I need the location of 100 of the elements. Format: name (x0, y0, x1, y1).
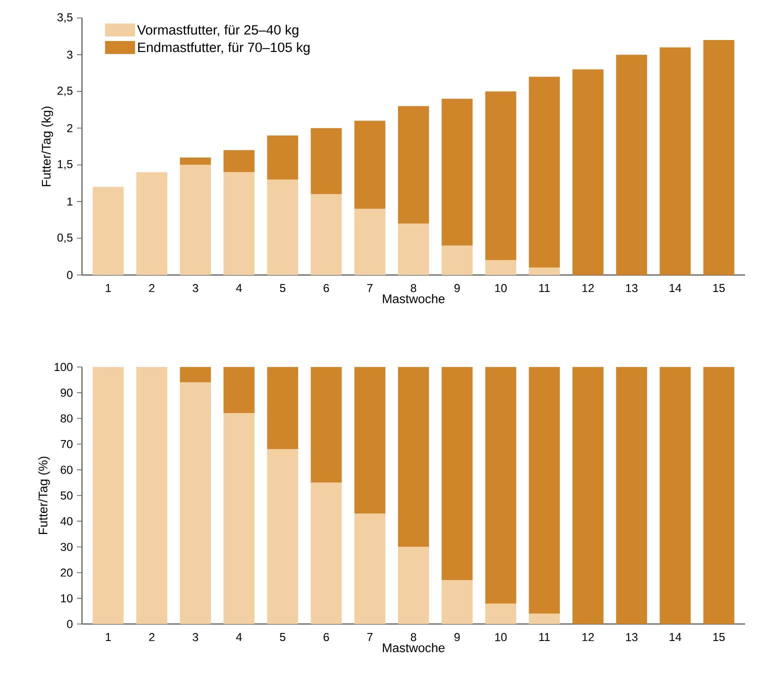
bar (180, 366, 211, 382)
bar (310, 366, 342, 483)
x-tick-label: 4 (236, 284, 242, 292)
y-tick-label: 90 (60, 388, 73, 397)
bar (572, 366, 604, 624)
x-tick-label: 7 (367, 633, 372, 641)
y-tick-label: 20 (60, 568, 73, 577)
bar (180, 164, 211, 275)
bar (354, 208, 386, 275)
x-tick-label: 7 (367, 284, 372, 292)
x-tick-label: 10 (495, 284, 507, 292)
x-tick-label: 13 (626, 284, 638, 292)
y-tick-label: 80 (60, 414, 73, 422)
bar (572, 69, 604, 275)
y-axis-title: Futter/Tag (%) (38, 456, 50, 534)
x-tick-label: 1 (106, 633, 111, 641)
bar (398, 366, 430, 547)
x-tick-label: 15 (713, 284, 725, 292)
bar (442, 366, 473, 580)
bar (485, 91, 516, 260)
bar (528, 268, 560, 275)
bar (224, 150, 255, 172)
legend-label: Vormastfutter, für 25–40 kg (137, 24, 298, 38)
bar (267, 180, 298, 275)
bar (224, 413, 255, 624)
y-tick-label: 3,5 (57, 13, 72, 23)
bar (398, 106, 430, 224)
bar (485, 366, 516, 604)
bar (224, 366, 255, 414)
y-tick-label: 2,5 (58, 86, 72, 96)
x-tick-label: 9 (454, 284, 460, 292)
bar (442, 246, 473, 275)
y-tick-label: 60 (60, 466, 73, 474)
x-tick-label: 12 (582, 284, 594, 292)
x-tick-label: 5 (280, 633, 286, 642)
x-tick-label: 15 (713, 633, 725, 642)
x-tick-label: 14 (670, 633, 682, 641)
bar (267, 366, 298, 450)
bar (703, 366, 734, 624)
bar (442, 580, 473, 624)
bar (180, 158, 211, 165)
x-tick-label: 6 (324, 284, 329, 292)
bar (398, 546, 430, 624)
bar (703, 40, 734, 275)
y-tick-label: 1 (67, 198, 72, 206)
bar (485, 260, 516, 275)
x-tick-label: 8 (410, 284, 416, 292)
x-axis-title: Mastwoche (382, 643, 445, 652)
y-tick-label: 2 (67, 124, 72, 132)
bar (267, 135, 298, 180)
x-tick-label: 12 (582, 633, 594, 642)
bar (528, 76, 560, 268)
x-tick-label: 13 (626, 633, 638, 642)
x-tick-label: 4 (236, 633, 242, 641)
y-tick-label: 100 (54, 362, 73, 372)
x-tick-label: 14 (670, 284, 682, 292)
x-axis-title: Mastwoche (382, 294, 445, 304)
bar (92, 366, 124, 624)
x-tick-label: 11 (539, 284, 550, 292)
bar (136, 172, 168, 275)
bar (660, 366, 691, 624)
y-tick-label: 3 (67, 50, 72, 59)
bar (528, 614, 560, 624)
x-tick-label: 3 (192, 633, 198, 642)
y-tick-label: 0 (67, 620, 73, 628)
y-tick-label: 70 (60, 440, 73, 448)
bar (354, 120, 386, 209)
bar (310, 128, 342, 194)
y-tick-label: 0,5 (57, 234, 72, 244)
bar (398, 224, 430, 275)
y-tick-label: 40 (60, 517, 73, 526)
y-axis-title: Futter/Tag (kg) (41, 106, 54, 186)
x-tick-label: 8 (410, 633, 416, 642)
bar (310, 194, 342, 275)
y-tick-label: 1,5 (58, 160, 72, 170)
bar (485, 603, 516, 624)
x-tick-label: 2 (149, 633, 154, 642)
x-tick-label: 2 (149, 284, 154, 292)
bar (92, 186, 124, 275)
y-tick-label: 30 (60, 542, 73, 551)
bar (136, 366, 168, 624)
x-tick-label: 10 (495, 633, 507, 642)
bar (354, 513, 386, 624)
x-tick-label: 5 (280, 284, 286, 292)
bar (180, 382, 211, 624)
bar (442, 98, 473, 246)
x-tick-label: 6 (324, 633, 329, 642)
y-tick-label: 0 (67, 270, 73, 280)
x-tick-label: 9 (454, 633, 460, 642)
bar (616, 366, 648, 624)
x-tick-label: 1 (106, 284, 111, 292)
y-tick-label: 10 (61, 594, 73, 602)
x-tick-label: 3 (192, 284, 198, 292)
bar (224, 172, 255, 275)
legend-label: Endmastfutter, für 70–105 kg (138, 42, 310, 55)
x-tick-label: 11 (539, 633, 550, 641)
bar (354, 366, 386, 514)
y-tick-label: 50 (60, 491, 73, 500)
bar (310, 482, 342, 624)
bar (616, 54, 648, 275)
